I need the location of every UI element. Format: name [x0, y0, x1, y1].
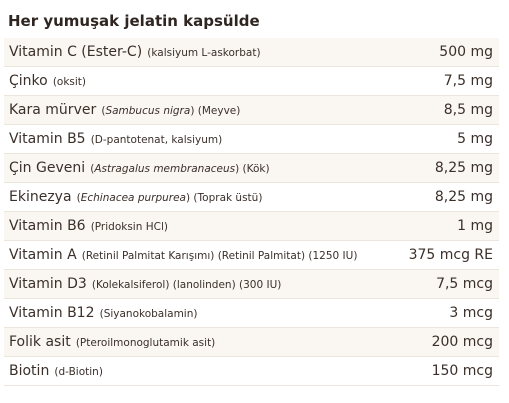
nutrient-name: Kara mürver: [9, 102, 97, 118]
table-row: Vitamin B6 (Pridoksin HCl) 1 mg: [4, 211, 499, 241]
nutrient-name: Vitamin B12: [9, 305, 95, 321]
nutrient-name: Ekinezya: [9, 189, 72, 205]
container: Her yumuşak jelatin kapsülde Vitamin C (…: [4, 12, 499, 386]
amount-cell: 7,5 mcg: [389, 269, 499, 299]
table-row: Çinko (oksit) 7,5 mg: [4, 66, 499, 96]
table-row: Vitamin B12 (Siyanokobalamin) 3 mcg: [4, 298, 499, 328]
nutrient-detail: ) (Toprak üstü): [186, 192, 263, 204]
table-row: Vitamin D3 (Kolekalsiferol) (lanolinden)…: [4, 269, 499, 299]
amount-cell: 500 mg: [389, 38, 499, 67]
nutrient-cell: Çinko (oksit): [4, 66, 389, 96]
nutrient-detail: ) (Meyve): [190, 105, 241, 117]
nutrient-table: Vitamin C (Ester-C) (kalsiyum L-askorbat…: [4, 38, 499, 386]
nutrient-detail: (Retinil Palmitat Karışımı) (Retinil Pal…: [81, 250, 358, 262]
nutrient-cell: Kara mürver (Sambucus nigra) (Meyve): [4, 95, 389, 125]
amount-cell: 375 mcg RE: [389, 240, 499, 270]
nutrient-detail: (Pridoksin HCl): [90, 221, 168, 233]
nutrient-detail: (kalsiyum L-askorbat): [147, 47, 261, 59]
amount-cell: 7,5 mg: [389, 66, 499, 96]
table-row: Ekinezya (Echinacea purpurea) (Toprak üs…: [4, 182, 499, 212]
nutrient-cell: Çin Geveni (Astragalus membranaceus) (Kö…: [4, 153, 389, 183]
table-row: Vitamin B5 (D-pantotenat, kalsiyum) 5 mg: [4, 124, 499, 154]
nutrient-cell: Vitamin B5 (D-pantotenat, kalsiyum): [4, 124, 389, 154]
amount-cell: 150 mcg: [389, 356, 499, 386]
amount-cell: 3 mcg: [389, 298, 499, 328]
nutrient-cell: Vitamin A (Retinil Palmitat Karışımı) (R…: [4, 240, 389, 270]
nutrient-detail: Astragalus membranaceus: [94, 163, 236, 175]
table-row: Folik asit (Pteroilmonoglutamik asit) 200…: [4, 327, 499, 357]
amount-cell: 1 mg: [389, 211, 499, 241]
nutrient-cell: Folik asit (Pteroilmonoglutamik asit): [4, 327, 389, 357]
table-body: Vitamin C (Ester-C) (kalsiyum L-askorbat…: [4, 38, 499, 386]
nutrient-cell: Biotin (d-Biotin): [4, 356, 389, 386]
nutrient-name: Vitamin B6: [9, 218, 86, 234]
nutrient-detail: (oksit): [52, 76, 87, 88]
nutrient-cell: Vitamin B6 (Pridoksin HCl): [4, 211, 389, 241]
nutrient-detail: (D-pantotenat, kalsiyum): [90, 134, 223, 146]
nutrient-cell: Vitamin C (Ester-C) (kalsiyum L-askorbat…: [4, 38, 389, 67]
nutrient-detail: (Pteroilmonoglutamik asit): [75, 337, 216, 349]
nutrient-detail: Echinacea purpurea: [80, 192, 186, 204]
nutrient-detail: (: [90, 163, 95, 175]
table-row: Vitamin C (Ester-C) (kalsiyum L-askorbat…: [4, 38, 499, 67]
amount-cell: 8,25 mg: [389, 153, 499, 183]
nutrient-detail: (: [101, 105, 106, 117]
nutrient-name: Vitamin C (Ester-C): [9, 44, 143, 60]
nutrient-cell: Vitamin B12 (Siyanokobalamin): [4, 298, 389, 328]
nutrient-cell: Ekinezya (Echinacea purpurea) (Toprak üs…: [4, 182, 389, 212]
nutrient-detail: (d-Biotin): [54, 366, 103, 378]
nutrient-detail: Sambucus nigra: [105, 105, 191, 117]
nutrient-name: Vitamin B5: [9, 131, 86, 147]
table-row: Vitamin A (Retinil Palmitat Karışımı) (R…: [4, 240, 499, 270]
nutrient-detail: ) (Kök): [235, 163, 270, 175]
amount-cell: 5 mg: [389, 124, 499, 154]
nutrient-detail: (Siyanokobalamin): [99, 308, 198, 320]
title: Her yumuşak jelatin kapsülde: [8, 12, 260, 30]
amount-cell: 8,25 mg: [389, 182, 499, 212]
nutrient-cell: Vitamin D3 (Kolekalsiferol) (lanolinden)…: [4, 269, 389, 299]
nutrient-name: Çin Geveni: [9, 160, 86, 176]
nutrient-name: Çinko: [9, 73, 48, 89]
table-row: Biotin (d-Biotin) 150 mcg: [4, 356, 499, 386]
nutrient-detail: (: [76, 192, 81, 204]
table-row: Kara mürver (Sambucus nigra) (Meyve) 8,5 …: [4, 95, 499, 125]
nutrient-name: Vitamin A: [9, 247, 77, 263]
nutrient-name: Folik asit: [9, 334, 71, 350]
amount-cell: 8,5 mg: [389, 95, 499, 125]
nutrient-detail: (Kolekalsiferol) (lanolinden) (300 IU): [91, 279, 282, 291]
table-row: Çin Geveni (Astragalus membranaceus) (Kö…: [4, 153, 499, 183]
amount-cell: 200 mcg: [389, 327, 499, 357]
nutrient-name: Biotin: [9, 363, 50, 379]
nutrient-name: Vitamin D3: [9, 276, 87, 292]
